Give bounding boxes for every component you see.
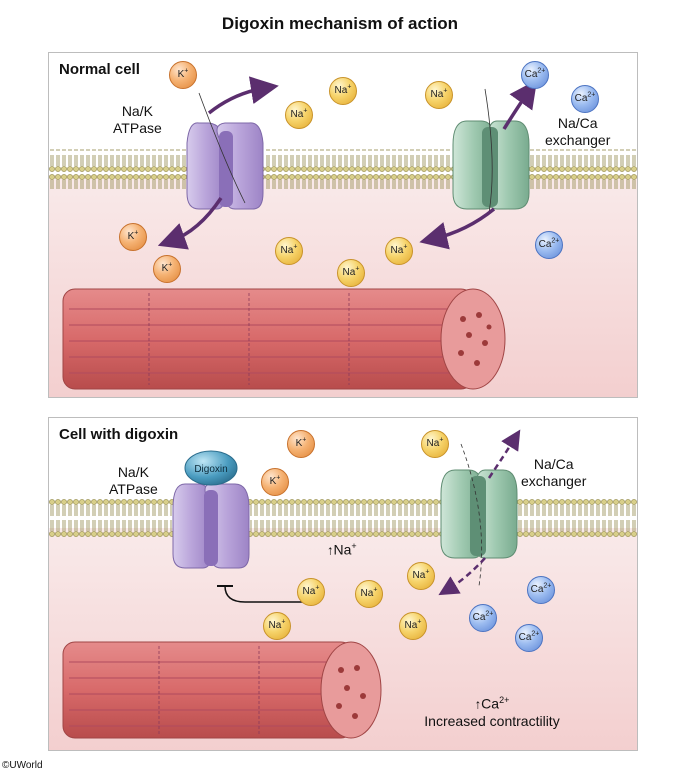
- sodium-ion: Na+: [329, 77, 357, 105]
- sodium-ion: Na+: [399, 612, 427, 640]
- potassium-ion: K+: [261, 468, 289, 496]
- increased-contractility-label: Increased contractility: [424, 712, 560, 729]
- ca-efflux-arrow: [502, 79, 538, 130]
- copyright-notice: ©UWorld: [2, 760, 43, 771]
- na-ca-exchanger-label: Na/Ca exchanger: [521, 456, 586, 490]
- inhibition-line: [224, 585, 305, 603]
- calcium-ion: Ca2+: [535, 231, 563, 259]
- page-title: Digoxin mechanism of action: [221, 14, 459, 33]
- digoxin-cell-panel: Cell with digoxin Na/K ATPase Na/Ca exch…: [48, 417, 638, 751]
- muscle-fiber: [62, 641, 382, 739]
- pump-path-line: [198, 92, 246, 204]
- sodium-ion: Na+: [421, 430, 449, 458]
- digoxin-label: Digoxin: [194, 464, 228, 475]
- muscle-fiber: [62, 288, 506, 390]
- sodium-ion: Na+: [275, 237, 303, 265]
- na-influx-arrow: [419, 207, 496, 250]
- digoxin-molecule: [184, 450, 238, 486]
- potassium-ion: K+: [287, 430, 315, 458]
- na-ca-exchanger: [452, 120, 530, 210]
- potassium-ion: K+: [153, 255, 181, 283]
- cell-membrane: [49, 498, 637, 538]
- na-efflux-arrow: [207, 76, 279, 115]
- na-k-atpase-label-line1: Na/K: [117, 464, 149, 480]
- sodium-ion: Na+: [385, 237, 413, 265]
- ca-efflux-dashed-arrow: [487, 429, 521, 479]
- na-ca-exchanger-label-line2: exchanger: [521, 473, 587, 489]
- increased-calcium-label: ↑Ca2+: [474, 695, 510, 712]
- exchanger-path-line: [460, 443, 482, 587]
- na-influx-dashed-arrow: [438, 557, 486, 596]
- sodium-ion: Na+: [407, 562, 435, 590]
- sodium-ion: Na+: [337, 259, 365, 287]
- calcium-ion: Ca2+: [527, 576, 555, 604]
- normal-cell-illustration: [49, 76, 637, 397]
- digoxin-cell-title: Cell with digoxin: [59, 426, 179, 443]
- na-ca-exchanger-label-line1: Na/Ca: [533, 456, 574, 472]
- sodium-ion: Na+: [285, 101, 313, 129]
- na-k-atpase-pump: [172, 483, 250, 569]
- cell-membrane: [49, 149, 637, 189]
- calcium-ion: Ca2+: [515, 624, 543, 652]
- up-arrow-icon: ↑: [474, 696, 482, 712]
- calcium-ion: Ca2+: [521, 61, 549, 89]
- na-ca-exchanger-label: Na/Ca exchanger: [545, 115, 610, 149]
- na-k-atpase-label-line2: ATPase: [113, 120, 162, 136]
- normal-cell-title: Normal cell: [59, 61, 140, 78]
- na-k-atpase-label: Na/K ATPase: [109, 464, 158, 498]
- increased-sodium-label: ↑Na+: [327, 541, 357, 558]
- na-k-atpase-label-line2: ATPase: [109, 481, 158, 497]
- sodium-ion: Na+: [355, 580, 383, 608]
- potassium-ion: K+: [169, 61, 197, 89]
- na-k-atpase-label-line1: Na/K: [121, 103, 153, 119]
- exchanger-path-line: [484, 88, 493, 214]
- na-ca-exchanger: [440, 469, 518, 559]
- normal-cell-panel: Normal cell Na/K ATPase Na/Ca exchanger …: [48, 52, 638, 398]
- calcium-ion: Ca2+: [571, 85, 599, 113]
- sodium-ion: Na+: [297, 578, 325, 606]
- potassium-ion: K+: [119, 223, 147, 251]
- calcium-ion: Ca2+: [469, 604, 497, 632]
- up-arrow-icon: ↑: [327, 542, 334, 558]
- na-ca-exchanger-label-line1: Na/Ca: [557, 115, 598, 131]
- k-influx-arrow: [157, 197, 223, 250]
- calcium-contractility-label: ↑Ca2+ Increased contractility: [397, 692, 587, 730]
- na-ca-exchanger-label-line2: exchanger: [545, 132, 611, 148]
- na-k-atpase-pump: [186, 122, 264, 210]
- sodium-ion: Na+: [263, 612, 291, 640]
- sodium-ion: Na+: [425, 81, 453, 109]
- na-k-atpase-label: Na/K ATPase: [113, 103, 162, 137]
